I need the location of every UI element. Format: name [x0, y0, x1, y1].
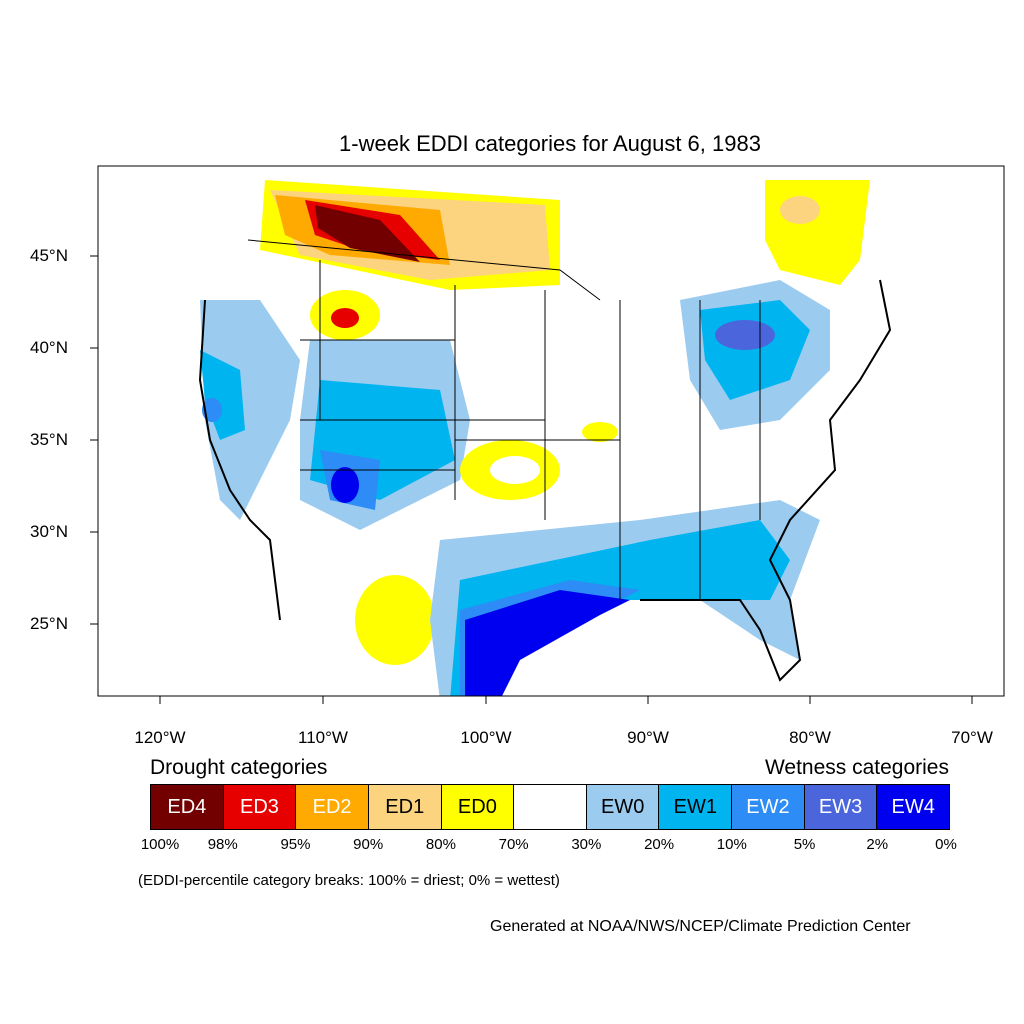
category-legend: ED4 ED3 ED2 ED1 ED0 EW0 EW1 EW2 EW3 EW4 [150, 784, 950, 830]
gulf-ew1 [450, 520, 790, 696]
state-lines [300, 260, 761, 600]
lakes-ew3 [715, 320, 775, 350]
coastline [198, 279, 892, 682]
legend-swatch-ew0: EW0 [586, 785, 660, 829]
legend-break-label: 20% [644, 836, 675, 853]
legend-swatch-ed1: ED1 [368, 785, 442, 829]
legend-break-label: 30% [571, 836, 602, 853]
legend-break-label: 5% [793, 836, 816, 853]
legend-swatch-ed4: ED4 [151, 785, 224, 829]
canada-ed4 [315, 205, 420, 262]
canada-border [247, 239, 601, 301]
legend-break-label: 0% [935, 836, 957, 853]
lat-label-45: 45°N [30, 246, 68, 265]
legend-break-label: 100% [140, 836, 180, 853]
legend-break-label: 90% [353, 836, 384, 853]
credit-text: Generated at NOAA/NWS/NCEP/Climate Predi… [490, 918, 911, 935]
texas-dry [355, 575, 435, 665]
missouri-dry [582, 422, 618, 442]
california-wet [200, 350, 245, 440]
legend-break-label: 2% [866, 836, 889, 853]
breaks-note: (EDDI-percentile category breaks: 100% =… [138, 872, 560, 889]
legend-swatch-ew3: EW3 [804, 785, 878, 829]
west-coast-wet [200, 300, 300, 520]
map-frame [97, 165, 1005, 697]
lon-label-120: 120°W [134, 728, 186, 747]
legend-swatch-ew2: EW2 [732, 785, 805, 829]
map-title: 1-week EDDI categories for August 6, 198… [339, 131, 761, 156]
legend-swatch-ed2: ED2 [296, 785, 369, 829]
arizona-ew4 [331, 467, 359, 503]
drought-heading: Drought categories [150, 756, 328, 779]
legend-swatch-ed3: ED3 [223, 785, 297, 829]
lon-label-70: 70°W [951, 728, 993, 747]
lon-label-80: 80°W [789, 728, 831, 747]
lon-label-100: 100°W [460, 728, 512, 747]
quebec-ed1 [780, 196, 820, 224]
lon-label-110: 110°W [298, 728, 348, 747]
legend-break-label: 95% [280, 836, 311, 853]
quebec-dry [765, 180, 870, 285]
lat-label-35: 35°N [30, 430, 68, 449]
legend-break-label: 70% [498, 836, 529, 853]
legend-swatch-ew1: EW1 [659, 785, 733, 829]
legend-break-label: 98% [207, 836, 238, 853]
gulf-ew4 [465, 590, 630, 696]
lat-label-30: 30°N [30, 522, 68, 541]
idaho-ed2 [331, 308, 359, 328]
legend-swatch-ed0: ED0 [441, 785, 515, 829]
legend-break-label: 80% [425, 836, 456, 853]
lat-label-25: 25°N [30, 614, 68, 633]
legend-break-label: 10% [716, 836, 747, 853]
legend-swatch-ew4: EW4 [877, 785, 950, 829]
lon-label-90: 90°W [627, 728, 669, 747]
plains-hole [490, 456, 540, 484]
legend-swatch-normal [514, 785, 587, 829]
lat-label-40: 40°N [30, 338, 68, 357]
wetness-heading: Wetness categories [764, 756, 949, 779]
